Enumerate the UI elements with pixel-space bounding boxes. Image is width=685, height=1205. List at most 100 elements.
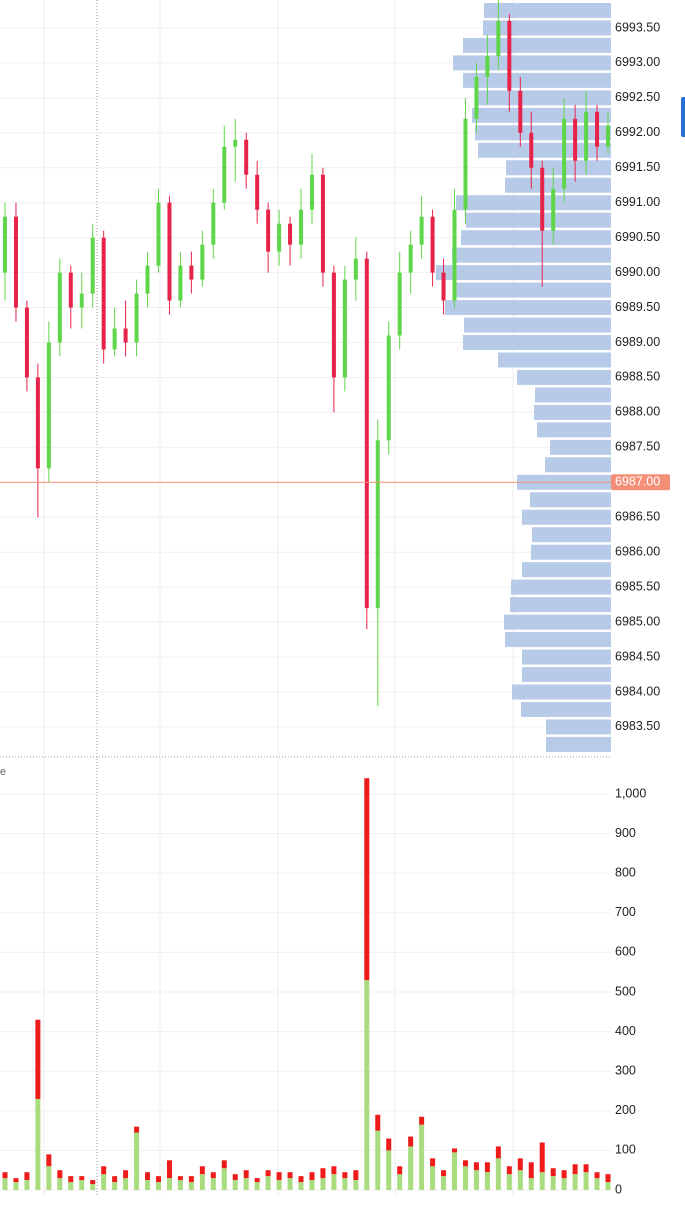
candle-body [3, 216, 7, 273]
y-tick-label: 6993.50 [615, 20, 660, 34]
volume-bar [243, 1170, 249, 1179]
candle-body [57, 272, 62, 343]
profile-bar [445, 300, 611, 316]
volume-bar [309, 1172, 315, 1181]
candle-body [189, 265, 194, 280]
volume-bar [605, 1182, 611, 1190]
candle-body [551, 188, 556, 231]
y-tick-label: 800 [615, 866, 636, 880]
volume-bar [35, 1098, 41, 1190]
profile-bar [505, 177, 611, 193]
profile-bar [461, 230, 611, 246]
volume-bar [177, 1180, 183, 1190]
profile-bar [521, 701, 611, 717]
profile-bar [476, 90, 611, 106]
volume-bar [397, 1166, 403, 1175]
volume-bar [155, 1182, 161, 1190]
candle-body [200, 244, 205, 280]
volume-bar [594, 1172, 600, 1179]
volume-bar [550, 1176, 556, 1190]
volume-bar [2, 1172, 8, 1179]
y-tick-label: 400 [615, 1024, 636, 1038]
profile-bar [498, 352, 611, 368]
candle-body [178, 265, 183, 301]
y-tick-label: 6991.00 [615, 195, 660, 209]
profile-bar [483, 20, 611, 36]
volume-bar [287, 1172, 293, 1179]
profile-bar [537, 422, 611, 438]
volume-bar [397, 1174, 403, 1190]
volume-bar [199, 1174, 205, 1190]
profile-bar [456, 282, 611, 298]
volume-bar [528, 1162, 534, 1179]
y-tick-label: 6985.50 [615, 579, 660, 593]
candle-body [375, 440, 380, 609]
volume-label: e [0, 766, 6, 778]
volume-bar [539, 1142, 545, 1173]
last-price-badge [611, 474, 670, 491]
volume-bar [495, 1158, 501, 1190]
candle-body [386, 335, 391, 441]
volume-bar [430, 1166, 436, 1190]
candle-body [397, 272, 402, 336]
profile-bar [436, 265, 611, 281]
volume-bar [353, 1170, 359, 1181]
volume-bar [188, 1176, 194, 1183]
profile-bar [522, 667, 611, 683]
candle-body [353, 258, 358, 280]
candle-body [331, 272, 336, 378]
candle-body [518, 90, 523, 133]
volume-bar [506, 1166, 512, 1175]
profile-bar [550, 439, 611, 455]
candle-body [211, 202, 216, 245]
volume-bar [90, 1180, 96, 1185]
volume-bar [221, 1160, 227, 1169]
candle-body [145, 265, 150, 294]
profile-bar [452, 247, 611, 263]
volume-bar [134, 1126, 140, 1133]
volume-bar [320, 1168, 326, 1179]
y-tick-label: 600 [615, 945, 636, 959]
y-tick-label: 6988.50 [615, 370, 660, 384]
volume-bar [561, 1170, 567, 1179]
volume-bar [539, 1172, 545, 1190]
candle-body [244, 139, 249, 175]
profile-bar [545, 457, 611, 473]
y-tick-label: 200 [615, 1103, 636, 1117]
volume-bar [419, 1124, 425, 1190]
profile-bar [456, 195, 611, 211]
candle-body [123, 328, 128, 343]
volume-bar [101, 1174, 107, 1190]
side-tab[interactable] [681, 97, 685, 137]
volume-bar [46, 1166, 52, 1190]
profile-bar [453, 55, 611, 71]
volume-bar [177, 1176, 183, 1181]
y-tick-label: 6992.00 [615, 125, 660, 139]
last-price-label: 6987.00 [615, 475, 660, 489]
y-tick-label: 0 [615, 1182, 622, 1196]
volume-bar [101, 1166, 107, 1175]
volume-bar [572, 1174, 578, 1190]
volume-bar [188, 1182, 194, 1190]
volume-bar [441, 1176, 447, 1190]
y-tick-label: 6991.50 [615, 160, 660, 174]
profile-bar [478, 142, 611, 158]
volume-bar [441, 1170, 447, 1177]
volume-bar [24, 1172, 30, 1181]
profile-bar [517, 369, 611, 385]
volume-bar [155, 1176, 161, 1183]
volume-bar [232, 1180, 238, 1190]
volume-bar [145, 1180, 151, 1190]
candle-body [277, 223, 282, 252]
volume-bar [375, 1114, 381, 1131]
profile-bar [511, 579, 611, 595]
volume-bar [298, 1182, 304, 1190]
candle-body [222, 146, 227, 203]
volume-bar [331, 1174, 337, 1190]
volume-bar [572, 1164, 578, 1175]
volume-bar [517, 1170, 523, 1190]
candle-body [562, 118, 567, 189]
candle-body [156, 202, 161, 266]
profile-bar [522, 649, 611, 665]
time-grid [43, 0, 514, 1195]
